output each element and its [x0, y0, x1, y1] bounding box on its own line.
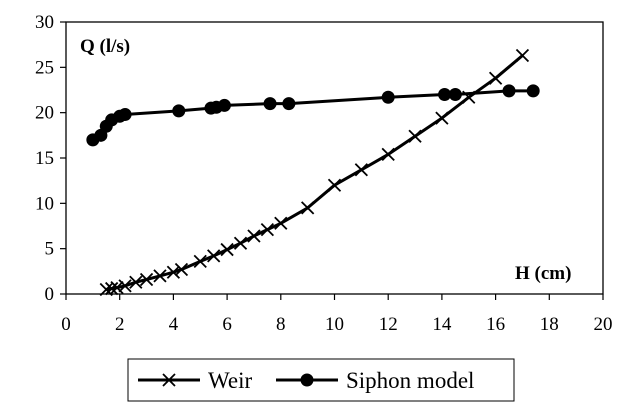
data-point-weir — [139, 272, 154, 287]
series-layer — [86, 48, 540, 297]
x-tick-label: 8 — [276, 314, 286, 335]
data-point-weir — [301, 201, 315, 215]
x-tick-label: 20 — [594, 314, 613, 335]
y-tick-label: 30 — [35, 12, 54, 33]
x-tick-label: 0 — [61, 314, 71, 335]
x-axis-title: H (cm) — [515, 263, 571, 284]
data-point-siphon-model — [282, 97, 296, 111]
x-tick-label: 18 — [540, 314, 559, 335]
y-tick-label: 10 — [35, 193, 54, 214]
x-tick-label: 12 — [379, 314, 398, 335]
data-point-weir — [129, 275, 143, 289]
data-point-siphon-model — [172, 104, 186, 118]
data-point-weir — [220, 242, 234, 257]
data-point-siphon-model — [263, 97, 277, 111]
data-point-siphon-model — [217, 98, 231, 112]
x-tick-label: 14 — [432, 314, 452, 335]
legend-label: Weir — [208, 368, 252, 393]
legend-marker — [300, 373, 314, 387]
data-point-siphon-model — [381, 90, 395, 104]
plot-area — [65, 21, 604, 295]
data-point-weir — [166, 265, 181, 279]
data-point-siphon-model — [526, 84, 540, 98]
data-point-weir — [174, 262, 189, 277]
data-point-weir — [247, 229, 261, 243]
y-axis-title: Q (l/s) — [80, 36, 130, 57]
data-point-weir — [515, 48, 530, 63]
data-point-weir — [193, 254, 207, 268]
data-point-weir — [274, 216, 288, 230]
data-point-weir — [381, 147, 395, 162]
data-point-weir — [488, 71, 503, 85]
series-siphon-model — [86, 84, 540, 147]
x-tick-label: 4 — [169, 314, 179, 335]
data-point-weir — [99, 282, 113, 297]
data-point-weir — [408, 129, 422, 143]
axis-ticks: 0 5 10 15 20 25 30 0 2 4 6 8 10 12 14 16 18 20 — [35, 12, 613, 335]
legend-item-siphon-model: Siphon model — [276, 368, 474, 393]
y-tick-label: 25 — [35, 57, 54, 78]
data-point-siphon-model — [118, 107, 132, 121]
data-point-weir — [118, 279, 132, 293]
data-point-weir — [435, 111, 449, 125]
legend: Weir Siphon model — [127, 358, 515, 402]
y-tick-label: 15 — [35, 148, 54, 169]
series-weir — [99, 48, 530, 297]
data-point-weir — [105, 281, 119, 296]
y-tick-label: 5 — [45, 239, 55, 260]
data-point-weir — [260, 222, 275, 237]
x-tick-label: 10 — [325, 314, 344, 335]
legend-label: Siphon model — [346, 368, 474, 393]
data-point-weir — [354, 163, 368, 177]
x-tick-label: 2 — [115, 314, 125, 335]
legend-marker — [162, 373, 176, 387]
data-point-weir — [110, 281, 124, 295]
y-tick-label: 0 — [45, 284, 55, 305]
data-point-siphon-model — [448, 88, 462, 102]
x-tick-label: 16 — [486, 314, 505, 335]
data-point-weir — [233, 236, 248, 250]
data-point-weir — [327, 178, 342, 192]
data-point-siphon-model — [438, 88, 452, 102]
data-point-weir — [207, 249, 221, 263]
y-tick-label: 20 — [35, 103, 54, 124]
legend-item-weir: Weir — [138, 368, 252, 393]
x-tick-label: 6 — [222, 314, 232, 335]
data-point-weir — [153, 269, 167, 283]
data-point-siphon-model — [502, 84, 516, 98]
